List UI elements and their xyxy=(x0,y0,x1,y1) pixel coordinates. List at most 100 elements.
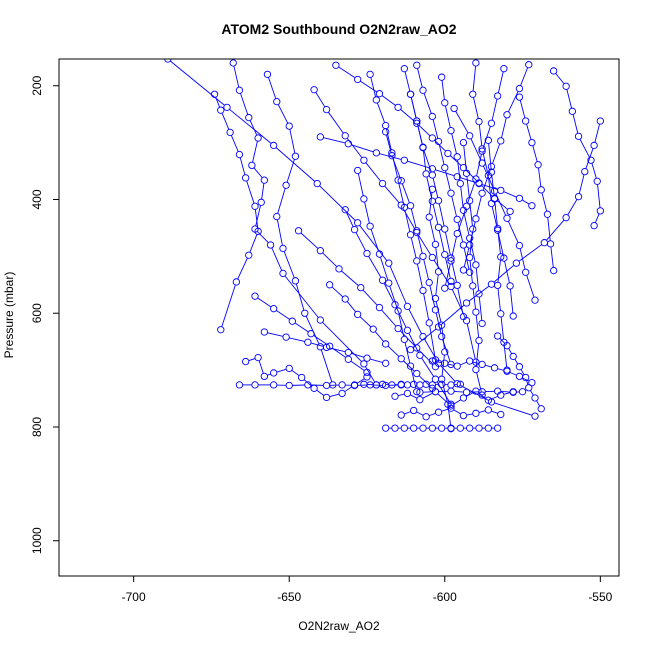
series-line-segment xyxy=(257,231,268,242)
data-point xyxy=(255,354,261,360)
data-point xyxy=(473,410,479,416)
data-point xyxy=(438,74,444,80)
data-point xyxy=(476,337,482,343)
data-point xyxy=(401,65,407,71)
data-point xyxy=(342,207,348,213)
profile-series xyxy=(429,358,535,386)
data-point xyxy=(460,139,466,145)
data-point xyxy=(463,300,469,306)
data-point xyxy=(361,196,367,202)
data-point xyxy=(242,175,248,181)
data-point xyxy=(466,242,472,248)
series-line-segment xyxy=(579,175,584,194)
series-line-segment xyxy=(522,200,529,204)
series-line-segment xyxy=(527,275,534,297)
series-line-segment xyxy=(399,183,404,204)
series-line-segment xyxy=(479,125,481,146)
data-point xyxy=(317,344,323,350)
series-line-segment xyxy=(508,221,518,242)
series-line-segment xyxy=(454,391,463,392)
series-line-segment xyxy=(427,177,432,198)
series-line-segment xyxy=(402,184,409,203)
data-point xyxy=(454,282,460,288)
data-point xyxy=(448,388,454,394)
data-point xyxy=(414,345,420,351)
data-point xyxy=(466,133,472,139)
series-line-segment xyxy=(417,264,422,287)
series-line-segment xyxy=(418,124,423,144)
data-point xyxy=(460,412,466,418)
series-line-segment xyxy=(423,393,433,398)
data-point xyxy=(211,91,217,97)
data-point xyxy=(261,177,267,183)
series-line-segment xyxy=(452,196,457,216)
series-line-segment xyxy=(347,302,355,312)
data-point xyxy=(494,333,500,339)
data-point xyxy=(326,282,332,288)
data-point xyxy=(414,258,420,264)
plot-area xyxy=(165,56,604,432)
data-point xyxy=(274,98,280,104)
data-point xyxy=(504,215,510,221)
profile-series xyxy=(361,381,464,388)
series-line-segment xyxy=(259,361,263,374)
data-point xyxy=(460,242,466,248)
data-point xyxy=(342,296,348,302)
data-point xyxy=(414,62,420,68)
data-point xyxy=(417,396,423,402)
y-tick-label: 1000 xyxy=(30,527,44,554)
series-line-segment xyxy=(418,68,423,87)
data-point xyxy=(311,87,317,93)
series-line-segment xyxy=(467,324,475,359)
series-line-segment xyxy=(510,373,516,376)
data-point xyxy=(361,157,367,163)
x-tick-label: -600 xyxy=(433,590,457,604)
series-line-segment xyxy=(460,362,466,365)
series-line-segment xyxy=(452,237,457,258)
series-line-segment xyxy=(436,302,441,322)
data-point xyxy=(292,278,298,284)
series-line-segment xyxy=(521,68,528,86)
series-line-segment xyxy=(493,144,500,163)
data-point xyxy=(323,394,329,400)
data-point xyxy=(438,425,444,431)
data-point xyxy=(563,83,569,89)
data-point xyxy=(401,157,407,163)
series-line-segment xyxy=(510,289,512,313)
data-point xyxy=(298,374,304,380)
data-point xyxy=(538,187,544,193)
series-line-segment xyxy=(495,403,532,415)
series-line-segment xyxy=(277,369,286,372)
series-line-segment xyxy=(253,141,258,162)
series-line-segment xyxy=(598,185,600,208)
data-point xyxy=(270,382,276,388)
series-line-segment xyxy=(504,192,517,197)
data-point xyxy=(429,254,435,260)
data-point xyxy=(354,311,360,317)
series-line-segment xyxy=(262,183,264,199)
data-point xyxy=(283,182,289,188)
data-point xyxy=(550,267,556,273)
profile-series xyxy=(211,91,261,333)
data-point xyxy=(361,381,367,387)
data-point xyxy=(414,370,420,376)
y-tick-label: 600 xyxy=(30,303,44,323)
data-point xyxy=(404,303,410,309)
data-point xyxy=(529,203,535,209)
data-point xyxy=(479,320,485,326)
data-point xyxy=(591,222,597,228)
series-line-segment xyxy=(250,234,257,252)
series-line-segment xyxy=(520,249,525,269)
series-line-segment xyxy=(474,97,479,118)
series-line-segment xyxy=(556,74,564,84)
data-point xyxy=(594,178,600,184)
series-line-segment xyxy=(277,220,282,245)
data-point xyxy=(432,241,438,247)
data-point xyxy=(476,425,482,431)
series-line-segment xyxy=(330,394,339,396)
data-point xyxy=(420,253,426,259)
data-point xyxy=(364,250,370,256)
data-point xyxy=(435,269,441,275)
y-axis-label: Pressure (mbar) xyxy=(2,272,16,359)
